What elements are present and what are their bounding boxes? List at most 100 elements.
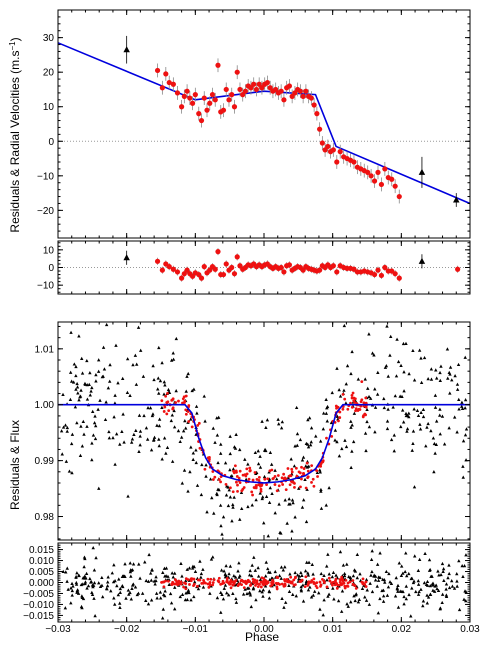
black-point bbox=[279, 576, 283, 580]
black-point bbox=[365, 588, 369, 592]
black-point bbox=[172, 425, 177, 429]
red-point bbox=[225, 576, 229, 580]
black-point bbox=[335, 414, 340, 418]
black-point bbox=[419, 410, 423, 414]
rv-red-point bbox=[209, 92, 216, 98]
black-point bbox=[70, 471, 74, 475]
black-point bbox=[132, 432, 136, 437]
black-point bbox=[463, 406, 467, 410]
black-point bbox=[231, 467, 236, 471]
black-point bbox=[273, 569, 277, 574]
rv-red-point bbox=[378, 181, 385, 188]
black-point bbox=[440, 414, 445, 418]
black-point bbox=[113, 393, 117, 397]
rv-red-point bbox=[189, 100, 196, 106]
rv-red-point bbox=[220, 271, 227, 278]
black-point bbox=[352, 594, 356, 598]
red-point bbox=[174, 401, 178, 404]
black-point bbox=[160, 457, 164, 461]
black-point bbox=[438, 413, 442, 417]
black-point bbox=[226, 503, 231, 508]
black-point bbox=[399, 573, 404, 577]
black-point bbox=[428, 584, 432, 588]
red-point bbox=[217, 576, 221, 580]
black-point bbox=[88, 393, 92, 397]
black-point bbox=[389, 334, 393, 339]
black-point bbox=[144, 598, 148, 603]
black-point bbox=[145, 437, 150, 441]
black-point bbox=[74, 580, 79, 585]
red-point bbox=[331, 583, 334, 587]
black-point bbox=[364, 577, 369, 582]
black-point bbox=[98, 398, 102, 402]
red-point bbox=[251, 493, 254, 497]
black-point bbox=[306, 417, 310, 422]
black-point bbox=[395, 586, 399, 590]
black-point bbox=[293, 515, 297, 519]
black-point bbox=[160, 360, 164, 365]
red-point bbox=[245, 472, 249, 476]
black-point bbox=[442, 442, 447, 446]
black-point bbox=[372, 353, 376, 357]
black-point bbox=[88, 371, 92, 375]
black-point bbox=[130, 586, 134, 590]
black-point bbox=[88, 576, 92, 581]
red-point bbox=[286, 467, 290, 470]
black-point bbox=[89, 580, 93, 584]
black-point bbox=[103, 417, 108, 422]
red-point bbox=[325, 436, 328, 440]
black-point bbox=[344, 401, 348, 405]
black-point bbox=[264, 448, 268, 453]
red-point bbox=[360, 380, 364, 384]
rv-red-point bbox=[226, 97, 232, 103]
black-point bbox=[429, 574, 433, 578]
rv-red-point bbox=[375, 267, 381, 273]
black-point bbox=[252, 555, 256, 559]
x-tick-labels: −0.03 −0.02 −0.01 0.00 0.01 0.02 0.03 bbox=[45, 624, 480, 635]
red-point bbox=[330, 435, 334, 438]
black-point bbox=[194, 404, 199, 408]
black-point bbox=[396, 359, 401, 364]
black-point bbox=[118, 586, 123, 591]
black-point bbox=[447, 563, 451, 567]
black-point bbox=[180, 481, 185, 485]
red-point bbox=[228, 582, 232, 586]
black-point bbox=[327, 592, 331, 596]
black-point bbox=[150, 568, 154, 572]
y-tick-label: 0.005 bbox=[29, 567, 54, 578]
red-point bbox=[288, 483, 292, 487]
black-point bbox=[89, 389, 93, 393]
black-point bbox=[433, 405, 438, 409]
black-point bbox=[307, 416, 312, 420]
black-point bbox=[105, 584, 110, 588]
red-point bbox=[351, 579, 355, 582]
black-point bbox=[312, 589, 317, 593]
black-point bbox=[444, 593, 449, 597]
black-point bbox=[375, 584, 379, 588]
black-point bbox=[295, 573, 300, 577]
black-point bbox=[375, 562, 380, 566]
black-point bbox=[92, 596, 96, 600]
rv-black-point bbox=[453, 196, 460, 203]
rv-red-point bbox=[223, 86, 229, 93]
black-point bbox=[120, 376, 125, 380]
black-point bbox=[388, 353, 392, 357]
black-point bbox=[266, 534, 270, 538]
black-point bbox=[446, 376, 450, 380]
black-point bbox=[264, 560, 268, 564]
black-point bbox=[304, 441, 309, 446]
black-point bbox=[155, 423, 159, 427]
black-point bbox=[202, 394, 206, 398]
black-point bbox=[438, 606, 443, 610]
black-point bbox=[400, 408, 405, 412]
black-point bbox=[402, 370, 406, 374]
rv-red-point bbox=[231, 104, 238, 110]
black-point bbox=[304, 581, 308, 586]
black-point bbox=[291, 592, 295, 597]
black-point bbox=[244, 477, 248, 481]
black-point bbox=[141, 374, 146, 378]
black-point bbox=[411, 429, 416, 433]
red-point bbox=[212, 578, 216, 582]
red-point bbox=[203, 467, 207, 471]
black-point bbox=[438, 432, 442, 436]
